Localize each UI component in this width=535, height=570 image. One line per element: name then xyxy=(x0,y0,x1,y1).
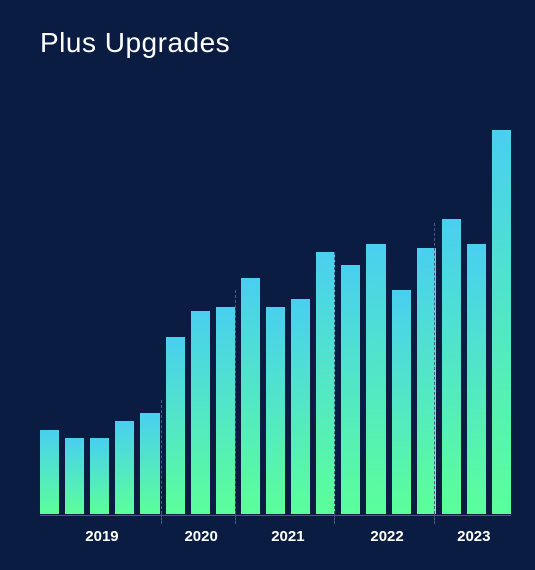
chart-plot: 20192020202120222023 xyxy=(40,92,511,514)
year-label: 2021 xyxy=(271,528,304,545)
year-label: 2019 xyxy=(85,528,118,545)
group-separator xyxy=(161,400,162,514)
bar xyxy=(166,337,185,514)
year-ticks xyxy=(40,514,511,524)
group-separator xyxy=(235,290,236,514)
year-tick xyxy=(334,514,335,524)
year-labels: 2019 2020 2021 2022 2023 xyxy=(40,528,511,552)
chart-card: Plus Upgrades 2019 2020 2021 2022 2023 xyxy=(0,0,535,570)
year-label: 2023 xyxy=(457,528,490,545)
bar xyxy=(216,307,235,514)
bar xyxy=(40,430,59,514)
bar xyxy=(115,421,134,514)
bar xyxy=(90,438,109,514)
bar xyxy=(65,438,84,514)
year-tick xyxy=(161,514,162,524)
bar xyxy=(366,244,385,514)
year-tick xyxy=(235,514,236,524)
bar xyxy=(341,265,360,514)
chart-title: Plus Upgrades xyxy=(40,28,511,59)
bar xyxy=(140,413,159,514)
bar xyxy=(392,290,411,514)
bar-container xyxy=(40,92,511,514)
bar xyxy=(442,219,461,514)
year-label: 2022 xyxy=(370,528,403,545)
group-separator xyxy=(434,223,435,514)
year-tick xyxy=(434,514,435,524)
bar xyxy=(241,278,260,514)
year-label: 2020 xyxy=(184,528,217,545)
group-separator xyxy=(334,252,335,514)
bar xyxy=(291,299,310,514)
bar xyxy=(492,130,511,514)
bar xyxy=(266,307,285,514)
bar xyxy=(316,252,335,514)
bar xyxy=(191,311,210,514)
bar xyxy=(467,244,486,514)
